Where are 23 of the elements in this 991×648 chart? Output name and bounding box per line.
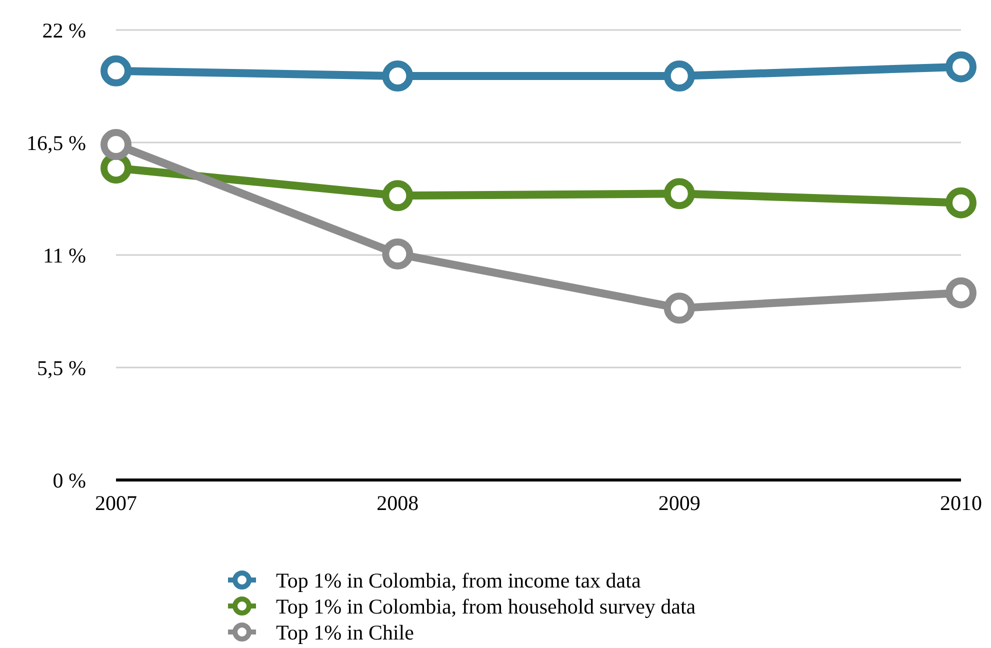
x-tick-label: 2007 [95,491,137,515]
x-tick-label: 2008 [376,491,419,515]
y-tick-label: 16,5 % [26,130,86,155]
x-tick-label: 2010 [940,491,982,515]
legend-label: Top 1% in Colombia, from income tax data [276,568,642,592]
point [382,180,414,212]
point [382,238,414,270]
y-tick-label: 0 % [52,468,86,492]
point [664,178,695,210]
point [946,51,976,82]
point [100,55,132,86]
x-tick-label: 2009 [658,491,700,515]
y-tick-label: 11 % [43,243,86,268]
point [664,60,695,92]
legend-label: Top 1% in Colombia, from household survey data [276,594,696,618]
point [100,129,132,160]
point [946,277,976,308]
point [382,60,414,92]
y-tick-label: 22 % [42,18,86,42]
y-tick-label: 5,5 % [37,356,86,380]
point [664,292,695,324]
legend-label: Top 1% in Chile [276,620,414,644]
point [946,187,976,218]
